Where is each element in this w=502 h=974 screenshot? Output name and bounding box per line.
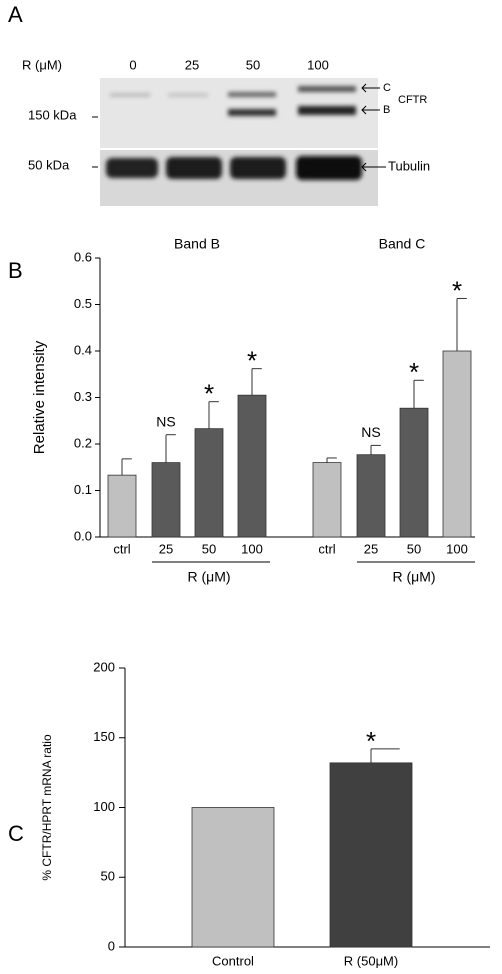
bar: [329, 762, 413, 948]
y-tick-label: 100: [93, 799, 115, 814]
y-tick-label: 0.4: [74, 342, 92, 357]
group-title: Band B: [174, 236, 220, 252]
y-tick-label: 0.0: [74, 528, 92, 543]
arrows: [361, 83, 386, 172]
band-label: B: [383, 104, 390, 116]
lane-label: 100: [307, 57, 329, 72]
annotation: NS: [156, 413, 175, 429]
tubulin-bands: [106, 156, 362, 180]
bar: [151, 462, 181, 538]
x-tick-label: Control: [212, 953, 254, 968]
y-tick-label: 0.3: [74, 389, 92, 404]
bar: [312, 462, 342, 538]
annotation: *: [204, 379, 214, 409]
bar: [237, 394, 267, 538]
y-tick-label: 0.2: [74, 435, 92, 450]
bar: [356, 454, 386, 538]
annotation: *: [409, 357, 419, 387]
bar: [399, 407, 429, 538]
marker-label: 50 kDa: [28, 157, 70, 172]
lane-label: 0: [129, 57, 136, 72]
x-tick-label: R (50μM): [344, 953, 398, 968]
panel-label: C: [8, 821, 24, 846]
x-tick-label: ctrl: [113, 541, 130, 556]
band-label: C: [383, 82, 391, 94]
range-label: R (μM): [187, 569, 230, 585]
loading-label: Tubulin: [388, 158, 430, 173]
y-tick-label: 0.5: [74, 296, 92, 311]
y-tick-label: 0: [108, 938, 115, 953]
x-tick-label: 25: [159, 541, 173, 556]
blot-axis-label: R (μM): [22, 57, 62, 72]
bar: [107, 474, 137, 538]
lane-label: 25: [185, 57, 199, 72]
bar: [194, 428, 224, 538]
y-axis-label: % CFTR/HPRT mRNA ratio: [40, 734, 54, 881]
panel-label: A: [8, 2, 23, 27]
protein-label: CFTR: [398, 94, 427, 106]
marker-label: 150 kDa: [28, 107, 77, 122]
lane-label: 50: [246, 57, 260, 72]
panel-label: B: [8, 258, 23, 283]
x-tick-label: 100: [241, 541, 263, 556]
x-tick-label: 100: [446, 541, 468, 556]
blot-bands: [110, 86, 356, 116]
annotation: *: [452, 275, 462, 305]
x-tick-label: 50: [407, 541, 421, 556]
y-tick-label: 0.1: [74, 482, 92, 497]
bar: [191, 807, 275, 948]
y-axis-label: Relative intensity: [31, 340, 48, 454]
y-tick-label: 200: [93, 659, 115, 674]
annotation: NS: [361, 424, 380, 440]
x-tick-label: 50: [202, 541, 216, 556]
annotation: *: [247, 346, 257, 376]
bar: [442, 350, 472, 538]
x-tick-label: 25: [364, 541, 378, 556]
y-tick-label: 150: [93, 729, 115, 744]
y-tick-label: 50: [101, 869, 115, 884]
annotation: *: [366, 726, 376, 756]
y-tick-label: 0.6: [74, 249, 92, 264]
range-label: R (μM): [392, 569, 435, 585]
x-tick-label: ctrl: [318, 541, 335, 556]
group-title: Band C: [379, 236, 426, 252]
